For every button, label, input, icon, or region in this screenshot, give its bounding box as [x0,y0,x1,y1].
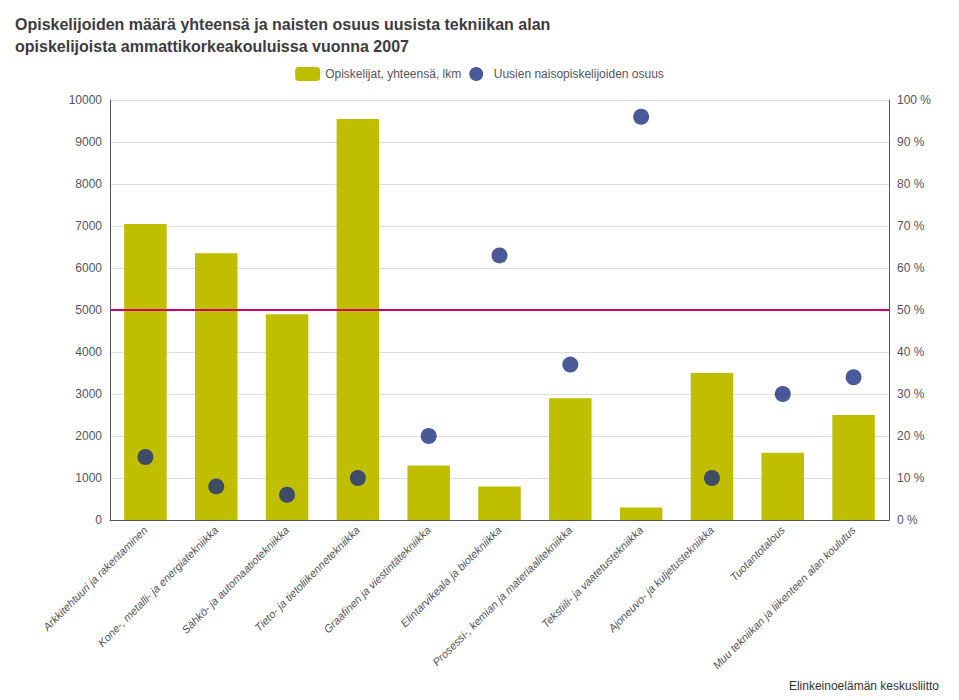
svg-text:Elinkeinoelämän keskusliitto: Elinkeinoelämän keskusliitto [789,679,939,693]
svg-text:Elintarvikeala ja biotekniikka: Elintarvikeala ja biotekniikka [398,523,504,630]
svg-text:Uusien naisopiskelijoiden osuu: Uusien naisopiskelijoiden osuus [494,67,664,81]
svg-text:1000: 1000 [75,471,102,485]
svg-text:4000: 4000 [75,345,102,359]
svg-text:Opiskelijat, yhteensä, lkm: Opiskelijat, yhteensä, lkm [325,67,461,81]
svg-text:10000: 10000 [69,93,103,107]
svg-text:opiskelijoista ammattikorkeako: opiskelijoista ammattikorkeakouluissa vu… [15,38,409,55]
svg-text:100 %: 100 % [897,93,931,107]
svg-text:2000: 2000 [75,429,102,443]
svg-text:3000: 3000 [75,387,102,401]
svg-text:0: 0 [95,513,102,527]
svg-text:8000: 8000 [75,177,102,191]
svg-text:60 %: 60 % [897,261,925,275]
svg-text:0 %: 0 % [897,513,918,527]
svg-text:70 %: 70 % [897,219,925,233]
svg-text:10 %: 10 % [897,471,925,485]
svg-text:Ajoneuvo- ja kuljetustekniikka: Ajoneuvo- ja kuljetustekniikka [605,524,716,635]
svg-text:Arkkitehtuuri ja rakentaminen: Arkkitehtuuri ja rakentaminen [40,523,150,633]
svg-text:Graafinen ja viestintätekniikk: Graafinen ja viestintätekniikka [321,523,433,636]
svg-text:50 %: 50 % [897,303,925,317]
svg-text:80 %: 80 % [897,177,925,191]
svg-text:90 %: 90 % [897,135,925,149]
svg-text:Opiskelijoiden määrä yhteensä: Opiskelijoiden määrä yhteensä ja naisten… [15,16,550,33]
svg-text:Kone-, metalli- ja energiatekn: Kone-, metalli- ja energiatekniikka [95,524,220,649]
svg-text:7000: 7000 [75,219,102,233]
svg-text:Sähkö- ja automaatiotekniikka: Sähkö- ja automaatiotekniikka [179,523,292,636]
svg-text:6000: 6000 [75,261,102,275]
svg-text:Muu tekniikan ja liikenteen al: Muu tekniikan ja liikenteen alan koulutu… [710,523,858,671]
svg-text:40 %: 40 % [897,345,925,359]
svg-text:Tieto- ja tietoliikennetekniik: Tieto- ja tietoliikennetekniikka [252,523,363,634]
svg-text:30 %: 30 % [897,387,925,401]
svg-text:20 %: 20 % [897,429,925,443]
svg-text:9000: 9000 [75,135,102,149]
svg-text:5000: 5000 [75,303,102,317]
svg-text:Tekstiili- ja vaatetustekniikk: Tekstiili- ja vaatetustekniikka [539,523,646,630]
svg-text:Prosessi-, kemian ja materiaal: Prosessi-, kemian ja materiaalitekniikka [430,524,574,668]
svg-text:Tuotantotalous: Tuotantotalous [728,523,788,583]
